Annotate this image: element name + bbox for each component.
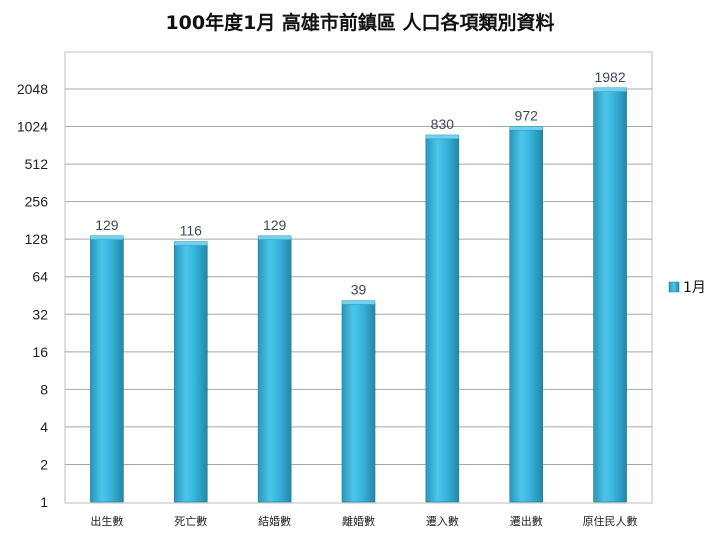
bars: 129 116 129 39 830 972 1982 <box>90 69 627 503</box>
y-tick-label: 4 <box>40 419 48 435</box>
y-tick-label: 2 <box>40 456 48 472</box>
chart-title: 100年度1月 高雄市前鎮區 人口各項類別資料 <box>165 12 555 34</box>
x-tick-label: 結婚數 <box>258 514 291 528</box>
data-label: 972 <box>515 107 539 123</box>
y-tick-label: 8 <box>40 381 48 397</box>
bar <box>509 129 544 503</box>
bar-top <box>174 241 208 246</box>
bar-top <box>593 87 627 92</box>
bar-top <box>257 235 292 240</box>
x-tick-label: 出生數 <box>90 514 123 528</box>
y-axis: 1 2 4 8 16 32 64 128 256 512 1024 2048 <box>17 81 48 510</box>
x-axis: 出生數 死亡數 結婚數 離婚數 遷入數 遷出數 原住民人數 <box>90 514 637 528</box>
x-tick-label: 離婚數 <box>342 514 375 528</box>
bar-top <box>509 126 543 131</box>
y-tick-label: 32 <box>32 306 48 322</box>
legend-swatch <box>668 281 680 293</box>
data-label: 116 <box>180 223 203 239</box>
x-tick-label: 死亡數 <box>174 514 207 528</box>
legend: 1月 <box>668 280 706 296</box>
bar-top <box>341 300 376 305</box>
bar <box>341 303 376 503</box>
y-tick-label: 64 <box>32 269 48 285</box>
data-label: 39 <box>351 282 367 298</box>
legend-label: 1月 <box>683 280 706 296</box>
plot-area-border <box>64 51 653 504</box>
bar-top <box>90 235 124 240</box>
y-tick-label: 16 <box>32 344 48 360</box>
y-tick-label: 128 <box>25 231 49 247</box>
x-tick-label: 遷出數 <box>510 514 543 528</box>
bar-top <box>425 134 460 140</box>
y-tick-label: 2048 <box>17 81 48 97</box>
bar <box>90 238 124 503</box>
data-label: 129 <box>263 217 287 233</box>
y-tick-label: 512 <box>25 156 49 172</box>
bar <box>425 137 460 503</box>
x-tick-label: 遷入數 <box>426 515 459 528</box>
y-tick-label: 1 <box>40 494 48 510</box>
bar <box>593 90 627 503</box>
data-label: 129 <box>95 217 119 233</box>
y-tick-label: 1024 <box>17 119 48 135</box>
bar <box>173 244 208 503</box>
data-label: 1982 <box>594 69 625 85</box>
bar <box>257 238 292 503</box>
y-tick-label: 256 <box>25 194 49 210</box>
data-label: 830 <box>431 116 455 132</box>
x-tick-label: 原住民人數 <box>583 514 638 528</box>
